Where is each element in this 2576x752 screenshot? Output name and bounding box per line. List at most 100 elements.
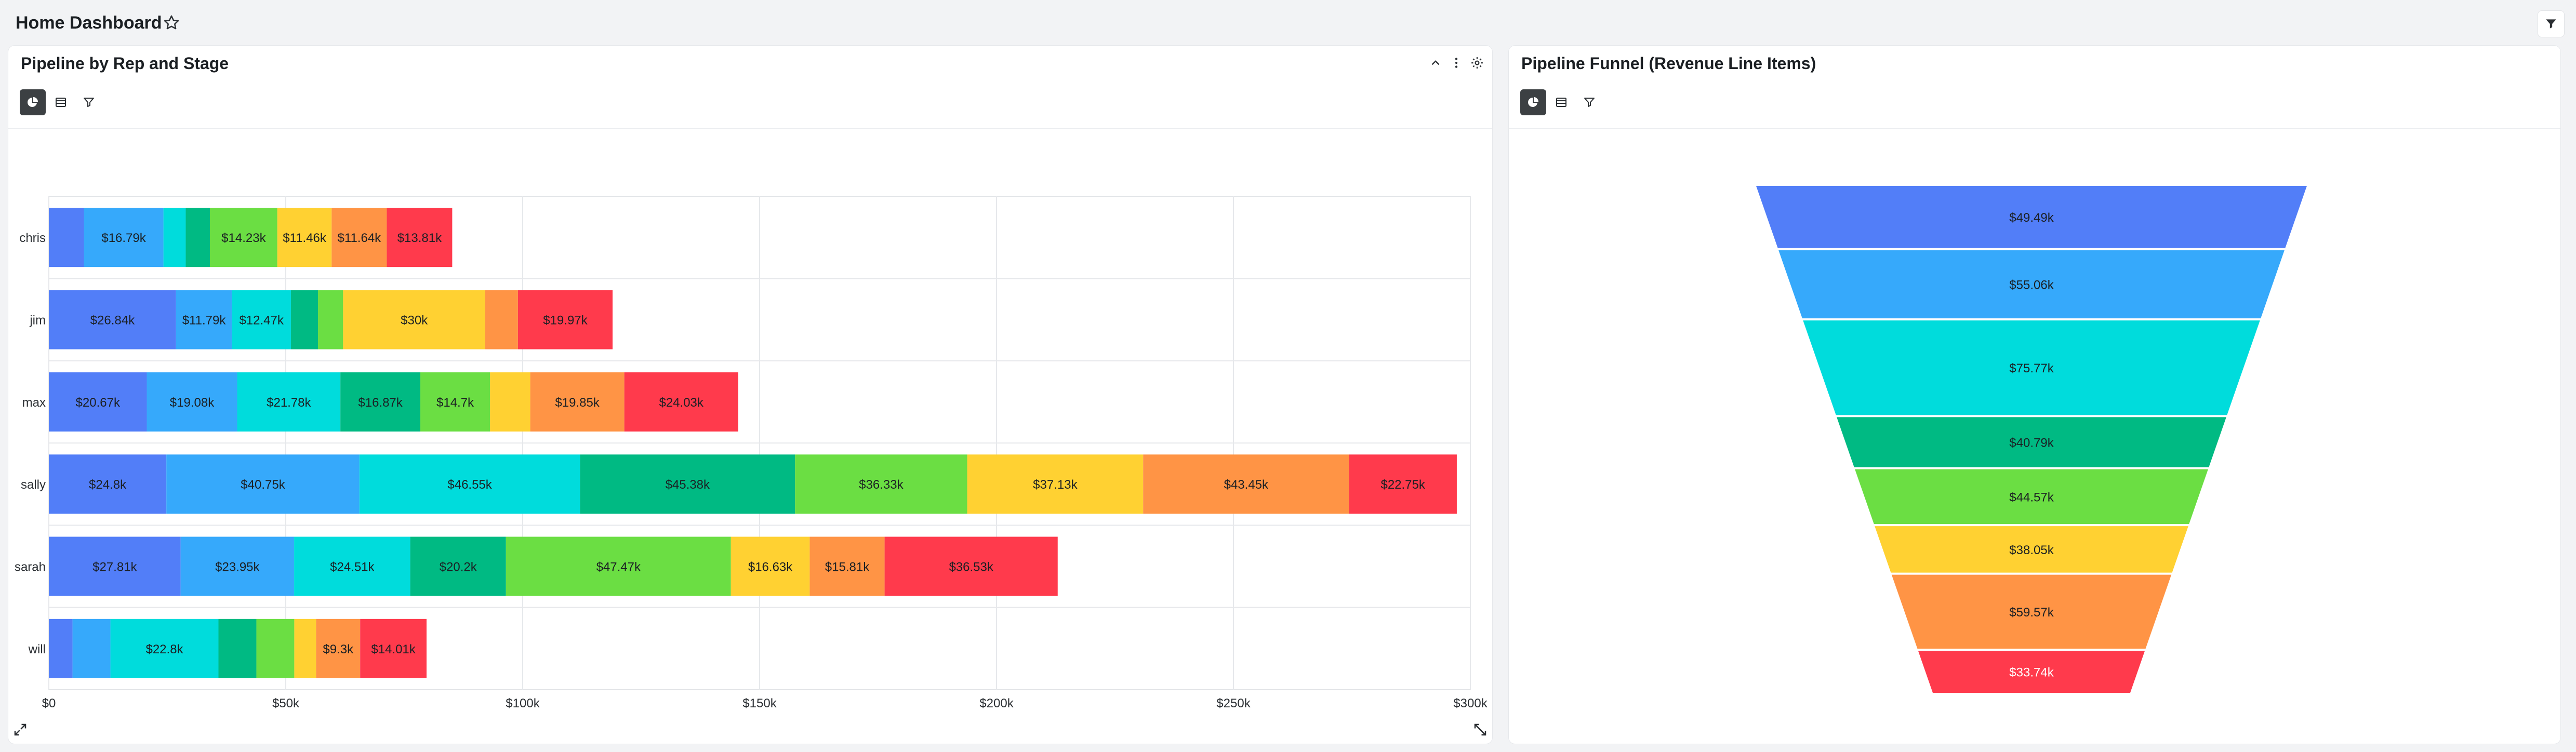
x-tick-label: $50k [272,696,300,710]
dashlet-pipeline-funnel: Pipeline Funnel (Revenue Line Items) $49… [1509,46,2560,744]
resize-handle-icon[interactable] [1472,722,1488,737]
bar-data-label: $15.81k [825,560,870,574]
bar-segment [420,372,490,432]
bar-data-label: $19.97k [543,314,588,328]
bar-data-label: $36.33k [859,478,904,492]
bar-segment [180,536,295,596]
filter-icon [1584,98,1595,107]
bar-data-label: $30k [401,314,428,328]
dashlet-title: Pipeline Funnel (Revenue Line Items) [1521,54,1816,73]
bar-data-label: $20.67k [76,396,121,410]
bar-segment [176,290,232,350]
bar-segment [967,454,1144,514]
bar-data-label: $22.75k [1380,478,1425,492]
bar-data-label: $11.64k [338,231,382,245]
chart-view-icon [28,97,38,107]
dashboard-header: Home Dashboard [0,0,2576,46]
bar-data-label: $19.85k [555,396,600,410]
bar-segment [331,208,387,267]
funnel-data-label: $33.74k [2009,666,2054,680]
funnel-data-label: $49.49k [2009,211,2054,225]
chart-filter-button[interactable] [76,89,102,115]
bar-data-label: $47.47k [596,560,641,574]
bar-data-label: $40.75k [241,478,285,492]
chart-view-button[interactable] [20,89,46,115]
table-view-button[interactable] [1548,89,1574,115]
bar-segment [1143,454,1349,514]
y-category-label: sally [21,478,46,492]
bar-data-label: $23.95k [215,560,260,574]
expand-icon[interactable] [12,722,28,737]
y-category-label: jim [29,314,46,328]
dashlet-pipeline-by-rep: Pipeline by Rep and Stage $0 $50k $100k $15… [8,46,1492,744]
bar-segment [410,536,506,596]
filter-icon [2546,19,2556,29]
bar-data-label: $22.8k [145,642,183,656]
bar-segment [147,372,237,432]
funnel-chart: $49.49k $55.06k $75.77k $40.79k $44.57k $38.0… [1756,186,2307,693]
x-tick-label: $200k [979,696,1014,710]
funnel-data-label: $75.77k [2009,361,2054,375]
bar-segment [291,290,318,350]
funnel-data-label: $44.57k [2009,490,2054,504]
bar-segment [731,536,810,596]
bar-segment [316,619,361,678]
chart-filter-button[interactable] [1576,89,1602,115]
x-tick-label: $300k [1453,696,1488,710]
bar-data-label: $37.13k [1033,478,1078,492]
gear-icon[interactable] [1468,54,1486,72]
star-outline-icon[interactable] [162,14,181,32]
funnel-segment [1855,469,2208,525]
chevron-up-icon[interactable] [1427,54,1444,72]
bar-segment [110,619,219,678]
bar-segment [294,536,410,596]
table-view-button[interactable] [48,89,74,115]
bar-segment [343,290,485,350]
bar-segment [624,372,738,432]
bar-segment [490,372,530,432]
bar-data-label: $24.8k [89,478,127,492]
bar-segment [237,372,341,432]
bar-segment [387,208,453,267]
bar-segment [232,290,291,350]
bar-data-label: $27.81k [92,560,137,574]
bar-data-label: $11.46k [283,231,327,245]
bar-segment [185,208,210,267]
bar-segment [49,290,176,350]
y-category-label: chris [19,231,46,245]
funnel-segment [1918,651,2145,693]
funnel-segment [1803,320,2260,415]
bar-data-label: $12.47k [239,314,284,328]
y-category-label: max [22,396,46,410]
bar-data-label: $14.7k [436,396,474,410]
bar-segment [1349,454,1457,514]
bar-segment [580,454,795,514]
x-tick-label: $150k [742,696,777,710]
dashboard-filter-button[interactable] [2538,10,2565,37]
bar-data-label: $36.53k [949,560,993,574]
bar-data-label: $21.78k [267,396,311,410]
funnel-data-label: $40.79k [2009,436,2054,450]
bar-segment [340,372,421,432]
bar-segment [360,619,427,678]
bar-data-label: $45.38k [666,478,710,492]
funnel-segment [1756,186,2307,248]
chart-view-button[interactable] [1520,89,1546,115]
bar-data-label: $26.84k [90,314,135,328]
dashlet-title: Pipeline by Rep and Stage [21,54,229,73]
bar-segment [530,372,625,432]
table-view-icon [56,98,66,107]
bar-data-label: $16.63k [748,560,793,574]
bar-segment [517,290,613,350]
bar-segment [218,619,257,678]
bar-data-label: $16.87k [358,396,403,410]
bar-segment [809,536,885,596]
table-view-icon [1556,98,1566,107]
chart-view-icon [1528,97,1538,107]
bar-segment [795,454,967,514]
bar-segment [359,454,580,514]
bar-segment [49,372,147,432]
more-vertical-icon[interactable] [1448,54,1465,72]
bar-segment [163,208,186,267]
funnel-data-label: $38.05k [2009,543,2054,557]
